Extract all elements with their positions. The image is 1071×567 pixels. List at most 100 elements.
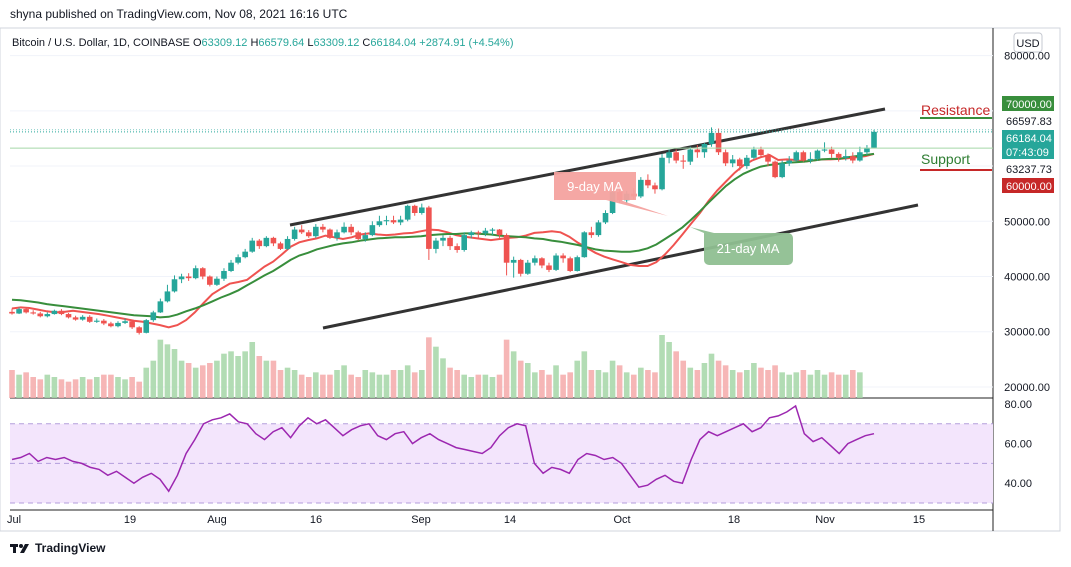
candle[interactable] xyxy=(539,257,545,269)
candle[interactable] xyxy=(419,203,425,215)
candle[interactable] xyxy=(765,153,771,167)
currency-button[interactable] xyxy=(1013,32,1043,53)
candle[interactable] xyxy=(37,311,44,318)
candle[interactable] xyxy=(736,157,743,171)
candle[interactable] xyxy=(532,255,538,266)
candle[interactable] xyxy=(369,221,376,237)
candle[interactable] xyxy=(835,152,842,162)
candle[interactable] xyxy=(270,236,277,247)
candle[interactable] xyxy=(298,225,305,234)
candle[interactable] xyxy=(397,215,404,226)
candle[interactable] xyxy=(433,237,439,254)
candle[interactable] xyxy=(638,177,644,199)
candle[interactable] xyxy=(468,230,475,239)
candle[interactable] xyxy=(680,155,687,169)
candle[interactable] xyxy=(341,222,347,234)
candle[interactable] xyxy=(560,253,566,263)
candle[interactable] xyxy=(496,229,503,238)
candle[interactable] xyxy=(715,128,722,156)
tradingview-logo[interactable]: TradingView xyxy=(10,541,105,555)
candle[interactable] xyxy=(786,156,793,167)
candle[interactable] xyxy=(221,268,227,281)
candle[interactable] xyxy=(821,142,828,153)
candle[interactable] xyxy=(199,267,206,280)
candle[interactable] xyxy=(122,318,128,324)
candle[interactable] xyxy=(404,204,411,222)
candle[interactable] xyxy=(305,230,312,238)
candle[interactable] xyxy=(334,229,340,241)
candle[interactable] xyxy=(101,319,107,326)
candle[interactable] xyxy=(51,309,58,315)
candle[interactable] xyxy=(722,149,729,167)
candle[interactable] xyxy=(687,146,694,165)
candle[interactable] xyxy=(348,224,354,236)
candle[interactable] xyxy=(284,236,291,250)
candle[interactable] xyxy=(666,149,672,164)
candle[interactable] xyxy=(595,220,602,237)
candle[interactable] xyxy=(79,315,86,321)
candle[interactable] xyxy=(327,228,333,239)
candle[interactable] xyxy=(814,149,821,161)
candle[interactable] xyxy=(277,241,284,250)
candle[interactable] xyxy=(524,259,531,275)
candle[interactable] xyxy=(454,243,460,253)
candle[interactable] xyxy=(228,259,234,273)
candle[interactable] xyxy=(850,152,856,164)
candle[interactable] xyxy=(793,150,800,162)
candle[interactable] xyxy=(249,237,256,253)
candle[interactable] xyxy=(553,253,559,271)
candle[interactable] xyxy=(108,321,114,328)
candle[interactable] xyxy=(729,155,736,168)
candle[interactable] xyxy=(362,232,369,242)
candle[interactable] xyxy=(143,319,150,334)
candle[interactable] xyxy=(256,238,263,249)
candle[interactable] xyxy=(44,312,51,318)
candle[interactable] xyxy=(313,224,319,238)
candle[interactable] xyxy=(150,310,157,322)
candle[interactable] xyxy=(72,315,79,321)
candle[interactable] xyxy=(16,307,22,315)
candle[interactable] xyxy=(800,150,807,162)
candle[interactable] xyxy=(178,273,185,284)
candle[interactable] xyxy=(192,265,199,280)
candle[interactable] xyxy=(708,127,715,147)
candle[interactable] xyxy=(291,226,298,241)
candle[interactable] xyxy=(779,160,785,179)
candle[interactable] xyxy=(390,215,397,225)
candle[interactable] xyxy=(58,309,65,316)
candle[interactable] xyxy=(503,233,510,276)
candle[interactable] xyxy=(772,160,778,179)
candle[interactable] xyxy=(214,276,220,286)
candle[interactable] xyxy=(157,298,164,313)
candle[interactable] xyxy=(376,215,383,227)
candle[interactable] xyxy=(447,235,453,250)
candle[interactable] xyxy=(65,312,72,319)
candle[interactable] xyxy=(355,230,362,241)
candle[interactable] xyxy=(489,227,496,236)
candle[interactable] xyxy=(136,326,142,335)
candle[interactable] xyxy=(9,308,15,315)
candle[interactable] xyxy=(871,129,877,148)
candle[interactable] xyxy=(263,236,270,248)
candle[interactable] xyxy=(129,320,135,329)
candle[interactable] xyxy=(864,145,870,156)
candle[interactable] xyxy=(23,307,29,314)
candle[interactable] xyxy=(602,210,609,225)
candle[interactable] xyxy=(645,174,651,189)
candle[interactable] xyxy=(320,224,326,233)
candle[interactable] xyxy=(588,226,595,238)
candle[interactable] xyxy=(581,231,588,258)
candle[interactable] xyxy=(659,153,665,191)
candle[interactable] xyxy=(482,227,489,237)
candle[interactable] xyxy=(235,254,241,265)
candle[interactable] xyxy=(171,275,178,293)
candle[interactable] xyxy=(673,149,679,164)
candle[interactable] xyxy=(30,310,36,315)
candle[interactable] xyxy=(510,256,517,278)
candle[interactable] xyxy=(857,146,863,162)
candle[interactable] xyxy=(842,149,849,161)
candle[interactable] xyxy=(383,215,390,226)
candle[interactable] xyxy=(461,232,467,252)
candle[interactable] xyxy=(567,256,573,273)
